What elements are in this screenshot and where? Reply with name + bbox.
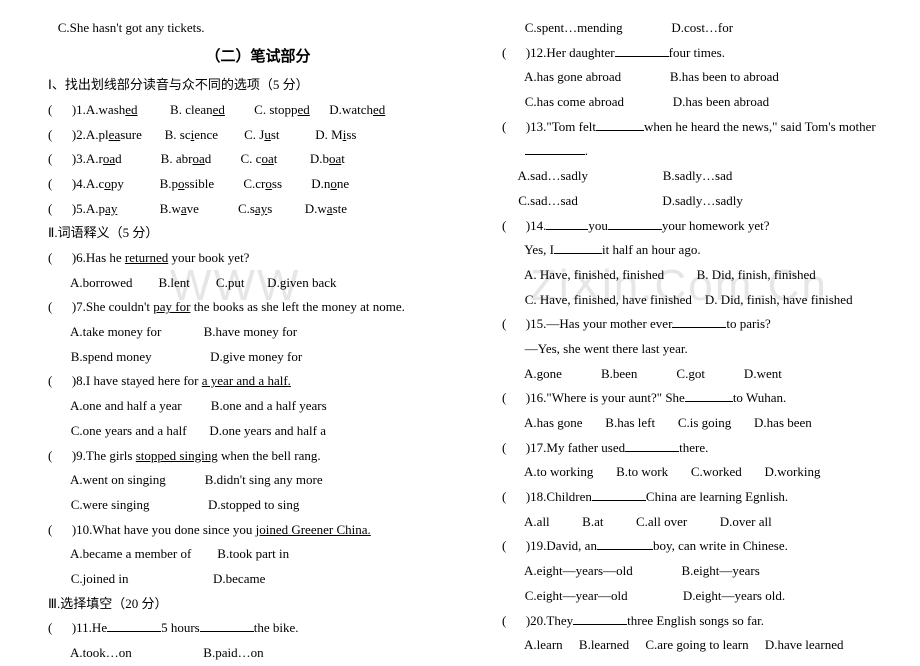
q2: ( )2.A.pleasure B. science C. Just D. Mi… xyxy=(48,123,468,148)
q10-options-2: C.joined in D.became xyxy=(48,567,468,592)
q16-options: A.has gone B.has left C.is going D.has b… xyxy=(502,411,920,436)
blank xyxy=(573,624,627,625)
blank xyxy=(685,401,733,402)
q12-options-1: A.has gone abroad B.has been to abroad xyxy=(502,65,920,90)
blank xyxy=(592,500,646,501)
q3: ( )3.A.road B. abroad C. coat D.boat xyxy=(48,147,468,172)
q1: ( )1.A.washed B. cleaned C. stopped D.wa… xyxy=(48,98,468,123)
q17: ( )17.My father usedthere. xyxy=(502,436,920,461)
q9: ( )9.The girls stopped singing when the … xyxy=(48,444,468,469)
q11: ( )11.He5 hoursthe bike. xyxy=(48,616,468,641)
q14: ( )14.youyour homework yet? xyxy=(502,214,920,239)
q6: ( )6.Has he returned your book yet? xyxy=(48,246,468,271)
blank xyxy=(625,451,679,452)
q19-options-2: C.eight—year—old D.eight—years old. xyxy=(502,584,920,609)
blank xyxy=(597,549,653,550)
q9-options-2: C.were singing D.stopped to sing xyxy=(48,493,468,518)
q20-options: A.learn B.learned C.are going to learn D… xyxy=(502,633,920,658)
q15-options: A.gone B.been C.got D.went xyxy=(502,362,920,387)
q5: ( )5.A.pay B.wave C.says D.waste xyxy=(48,197,468,222)
sec3-heading: Ⅲ.选择填空（20 分） xyxy=(48,592,468,617)
q11-options-2: C.spent…mending D.cost…for xyxy=(502,16,920,41)
q19: ( )19.David, anboy, can write in Chinese… xyxy=(502,534,920,559)
blank xyxy=(596,130,644,131)
q8-options-2: C.one years and a half D.one years and h… xyxy=(48,419,468,444)
q7-options-2: B.spend money D.give money for xyxy=(48,345,468,370)
sec2-heading: Ⅱ.词语释义（5 分） xyxy=(48,221,468,246)
blank xyxy=(200,631,254,632)
blank xyxy=(525,154,585,155)
q14-cont: Yes, Iit half an hour ago. xyxy=(502,238,920,263)
blank xyxy=(672,327,726,328)
right-column: C.spent…mending D.cost…for ( )12.Her dau… xyxy=(502,16,920,658)
q9-options-1: A.went on singing B.didn't sing any more xyxy=(48,468,468,493)
q10: ( )10.What have you done since you joine… xyxy=(48,518,468,543)
q14-options-2: C. Have, finished, have finished D. Did,… xyxy=(502,288,920,313)
q11-options: A.took…on B.paid…on xyxy=(48,641,468,666)
q12: ( )12.Her daughterfour times. xyxy=(502,41,920,66)
q13-options-1: A.sad…sadly B.sadly…sad xyxy=(502,164,920,189)
q4: ( )4.A.copy B.possible C.cross D.none xyxy=(48,172,468,197)
section-title: （二）笔试部分 xyxy=(48,43,468,72)
q16: ( )16."Where is your aunt?" Sheto Wuhan. xyxy=(502,386,920,411)
q13-options-2: C.sad…sad D.sadly…sadly xyxy=(502,189,920,214)
blank xyxy=(107,631,161,632)
sec1-heading: Ⅰ、找出划线部分读音与众不同的选项（5 分） xyxy=(48,73,468,98)
q13: ( )13."Tom feltwhen he heard the news," … xyxy=(502,115,920,140)
q10-options-1: A.became a member of B.took part in xyxy=(48,542,468,567)
q19-options-1: A.eight—years—old B.eight—years xyxy=(502,559,920,584)
blank xyxy=(554,253,602,254)
blank xyxy=(615,56,669,57)
q18-options: A.all B.at C.all over D.over all xyxy=(502,510,920,535)
line-c: C.She hasn't got any tickets. xyxy=(48,16,468,41)
q8-options-1: A.one and half a year B.one and a half y… xyxy=(48,394,468,419)
q13-cont: . xyxy=(502,139,920,164)
q7: ( )7.She couldn't pay for the books as s… xyxy=(48,295,468,320)
q17-options: A.to working B.to work C.worked D.workin… xyxy=(502,460,920,485)
q18: ( )18.ChildrenChina are learning Egnlish… xyxy=(502,485,920,510)
q7-options-1: A.take money for B.have money for xyxy=(48,320,468,345)
q8: ( )8.I have stayed here for a year and a… xyxy=(48,369,468,394)
blank xyxy=(546,229,588,230)
left-column: C.She hasn't got any tickets. （二）笔试部分 Ⅰ、… xyxy=(48,16,468,666)
q12-options-2: C.has come abroad D.has been abroad xyxy=(502,90,920,115)
q15-cont: —Yes, she went there last year. xyxy=(502,337,920,362)
q15: ( )15.—Has your mother everto paris? xyxy=(502,312,920,337)
q20: ( )20.Theythree English songs so far. xyxy=(502,609,920,634)
q6-options: A.borrowed B.lent C.put D.given back xyxy=(48,271,468,296)
q14-options-1: A. Have, finished, finished B. Did, fini… xyxy=(502,263,920,288)
blank xyxy=(608,229,662,230)
